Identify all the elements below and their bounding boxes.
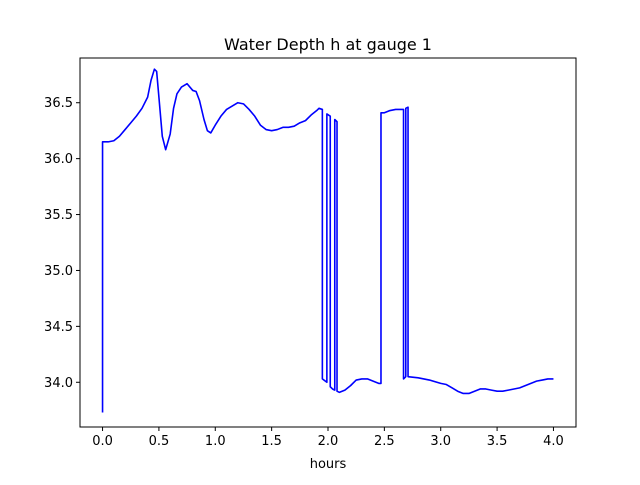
y-axis-ticks: 34.0 34.5 35.0 35.5 36.0 36.5: [44, 96, 80, 391]
y-tick-label: 34.5: [44, 320, 73, 335]
series-layer: [101, 68, 554, 413]
x-tick-label: 3.5: [487, 434, 508, 449]
y-tick-label: 35.0: [44, 264, 73, 279]
x-axis-label: hours: [310, 457, 347, 472]
x-tick-label: 2.0: [318, 434, 339, 449]
x-tick-label: 1.0: [205, 434, 226, 449]
y-tick-label: 34.0: [44, 376, 73, 391]
x-tick-label: 0.5: [149, 434, 170, 449]
x-tick-label: 2.5: [374, 434, 395, 449]
y-tick-label: 36.5: [44, 96, 73, 111]
x-tick-label: 3.0: [430, 434, 451, 449]
chart-title: Water Depth h at gauge 1: [224, 35, 432, 54]
x-tick-label: 0.0: [92, 434, 113, 449]
x-axis-ticks: 0.0 0.5 1.0 1.5 2.0 2.5 3.0 3.5 4.0: [92, 427, 564, 449]
y-tick-label: 36.0: [44, 152, 73, 167]
series-line: [101, 68, 554, 413]
x-tick-label: 4.0: [543, 434, 564, 449]
plot-frame: [79, 57, 577, 428]
x-tick-label: 1.5: [261, 434, 282, 449]
y-tick-label: 35.5: [44, 208, 73, 223]
